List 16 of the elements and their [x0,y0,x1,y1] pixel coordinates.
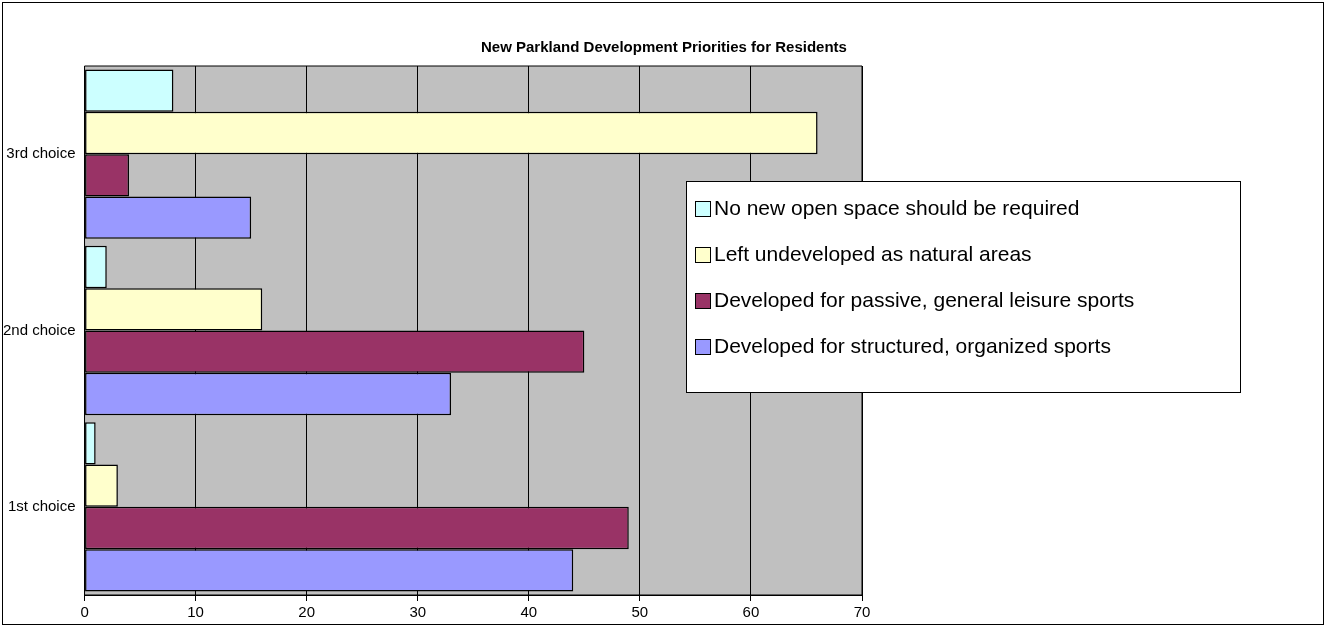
x-tick-label: 40 [520,603,538,621]
legend-label: Developed for passive, general leisure sports [714,288,1135,312]
y-tick-label: 3rd choice [6,144,76,162]
legend-label: Left undeveloped as natural areas [714,242,1032,266]
x-tick-label: 60 [742,603,760,621]
y-tick-label: 1st choice [8,496,76,514]
legend-label: Developed for structured, organized sports [714,334,1111,358]
x-tick-label: 70 [853,603,871,621]
y-tick-label: 2nd choice [2,320,76,338]
x-tick-label: 30 [409,603,427,621]
x-tick-label: 10 [187,603,204,621]
x-tick-label: 0 [80,603,89,621]
chart-title: New Parkland Development Priorities for Residents [480,38,848,55]
x-tick-label: 20 [298,603,316,621]
x-tick-label: 50 [631,603,649,621]
legend-label: No new open space should be required [714,196,1080,220]
